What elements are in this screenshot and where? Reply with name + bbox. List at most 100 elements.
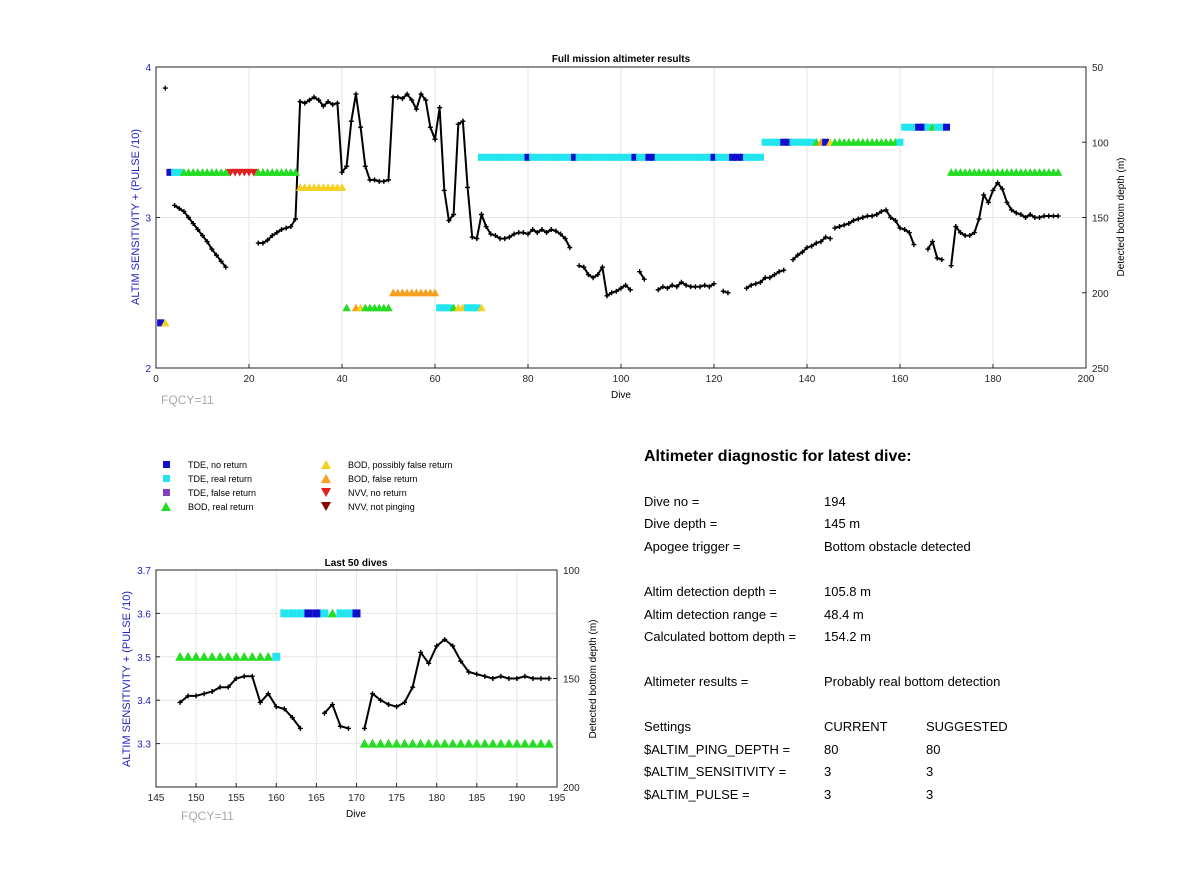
full-mission-xlabel: Dive [611,390,631,401]
depth-point [558,231,564,237]
diagnostic-title: Altimeter diagnostic for latest dive: [644,448,912,465]
y-tick-label: 3 [145,214,151,225]
depth-point [255,240,261,246]
x-tick-label: 120 [706,374,723,385]
tde-marker [738,153,746,161]
tde-marker [705,153,713,161]
depth-point [204,239,210,245]
depth-point [427,124,433,130]
depth-point [799,249,805,255]
legend-label: TDE, real return [188,473,253,484]
depth-line [258,91,571,249]
depth-point [911,242,917,248]
triangle-down-marker-icon [321,502,331,511]
square-marker-icon [163,461,170,468]
depth-line [174,204,227,268]
depth-point [1004,199,1010,205]
depth-point [669,282,675,288]
tde-marker [770,138,778,146]
tde-marker [440,304,448,312]
depth-point [567,245,573,251]
depth-point [316,97,322,103]
depth-point [790,257,796,263]
tde-marker [552,153,560,161]
depth-point [688,284,694,290]
tde-marker [664,153,671,161]
altimeter-diagnostic-panel: Altimeter diagnostic for latest dive: Di… [644,448,1064,808]
legend: TDE, no return TDE, real return TDE, fal… [160,458,520,514]
depth-point [516,230,522,236]
legend-item-tde-false-return: TDE, false return [160,486,256,499]
depth-point [604,293,610,299]
tde-marker [724,153,732,161]
depth-point [832,225,838,231]
calculated-bottom-depth-label: Calculated bottom depth = [644,629,797,644]
tde-marker [626,153,634,161]
tde-marker [691,153,699,161]
depth-point [548,227,554,233]
depth-point [883,207,889,213]
depth-point [1027,211,1033,217]
depth-point [279,227,285,233]
depth-point [483,224,489,230]
tde-marker [510,153,518,161]
y-tick-label: 4 [145,63,151,74]
depth-point [892,218,898,224]
depth-point [1055,213,1061,219]
legend-item-bod-false: BOD, false return [320,472,418,485]
depth-point [348,118,354,124]
bod-marker [342,303,351,312]
tde-marker [175,168,183,176]
x-tick-label: 20 [243,374,255,385]
bod-marker [430,288,440,297]
tde-marker [757,153,764,161]
bod-marker [1053,168,1063,176]
depth-point [1032,215,1038,220]
tde-marker [496,153,504,161]
depth-point [311,94,317,100]
depth-point [506,234,512,240]
tde-marker [557,153,565,161]
depth-point [585,272,591,278]
depth-line [638,271,646,280]
tde-marker [752,153,760,161]
tde-marker [650,153,658,161]
depth-point [888,215,894,220]
depth-point [618,285,624,291]
triangle-down-marker-icon [321,488,331,497]
tde-marker [631,153,639,161]
depth-point [767,275,773,281]
depth-point [957,230,963,236]
tde-marker [784,138,792,146]
depth-point [576,263,582,269]
altim-detection-depth-value: 105.8 m [824,584,871,599]
tde-marker [603,153,611,161]
depth-point [520,230,526,236]
depth-point [804,245,810,251]
depth-point [432,136,438,142]
depth-point [753,281,759,287]
depth-point [720,288,726,294]
tde-marker [533,153,541,161]
full-mission-ylabel: ALTIM SENSITIVITY + (PULSE /10) [130,129,142,305]
depth-point [864,213,870,219]
bod-marker [384,303,393,312]
depth-point [692,284,698,290]
tde-marker [515,153,523,161]
tde-marker [584,153,592,161]
tde-marker [808,138,816,146]
depth-point [976,216,982,222]
triangle-up-marker-icon [321,460,331,469]
dive-no-value: 194 [824,494,846,509]
tde-marker [519,153,527,161]
setting-current-value: 3 [824,764,832,779]
legend-label: TDE, no return [188,459,248,470]
tde-marker [822,138,830,146]
depth-point [930,239,936,245]
depth-point [795,252,801,258]
settings-header-label: Settings [644,719,691,734]
tde-marker [468,304,476,312]
altim-detection-range-value: 48.4 m [824,607,864,622]
depth-point [223,264,229,270]
tde-marker [612,153,620,161]
